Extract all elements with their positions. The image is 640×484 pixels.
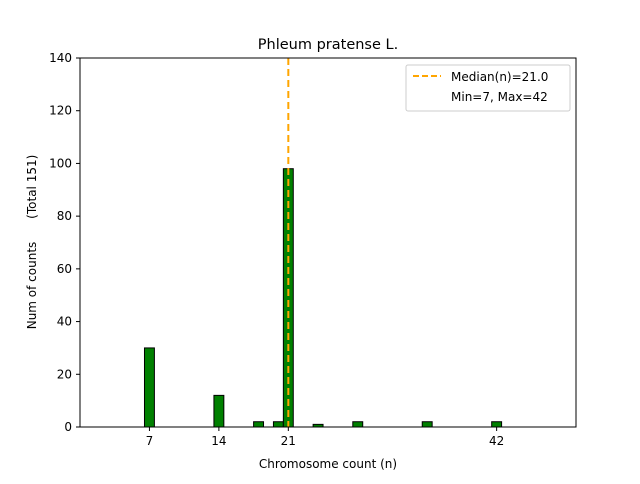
bar-42 [491,421,503,428]
y-tick-label-0: 0 [64,420,72,434]
y-tick-label-120: 120 [49,104,72,118]
legend: Median(n)=21.0 Min=7, Max=42 [405,64,571,112]
bar-18 [253,421,265,428]
y-tick-label-20: 20 [57,367,72,381]
x-tick-label-7: 7 [146,434,154,448]
chart-title: Phleum pratense L. [258,37,398,53]
x-tick-label-42: 42 [489,434,504,448]
legend-entry-median: Median(n)=21.0 [451,70,548,84]
y-axis-ticks: 0 20 40 60 80 100 120 140 [49,51,80,434]
x-tick-label-21: 21 [281,434,296,448]
y-tick-label-80: 80 [57,209,72,223]
x-axis-label: Chromosome count (n) [259,457,397,471]
bar-20 [272,421,284,428]
bar-14 [213,394,225,428]
bar-35 [421,421,433,428]
y-tick-label-140: 140 [49,51,72,65]
x-tick-label-14: 14 [211,434,226,448]
bars-layer [143,168,503,428]
x-axis-ticks: 7 14 21 42 [146,427,504,448]
y-tick-label-60: 60 [57,262,72,276]
y-tick-label-100: 100 [49,156,72,170]
y-tick-label-40: 40 [57,315,72,329]
bar-28 [352,421,364,428]
legend-box [405,64,571,112]
legend-entry-range: Min=7, Max=42 [451,90,548,104]
y-axis-label: Num of counts (Total 151) [25,155,39,330]
plot-frame [79,57,577,428]
bar-7 [143,347,155,428]
